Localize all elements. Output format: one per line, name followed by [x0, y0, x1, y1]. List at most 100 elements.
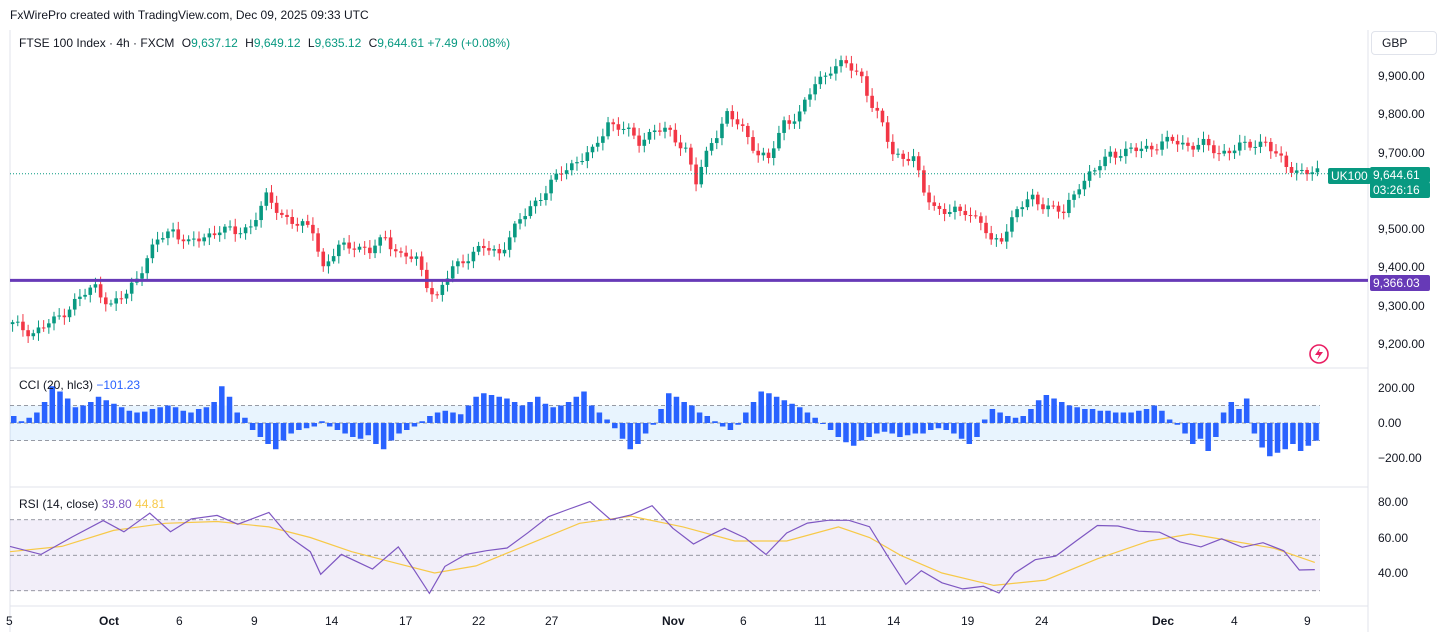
candle-body [150, 244, 155, 259]
cci-bar [434, 412, 441, 423]
cci-bar [1151, 405, 1157, 423]
candle-body [1056, 205, 1061, 212]
candle-body [57, 315, 61, 317]
time-tick-label: 22 [472, 614, 486, 628]
candle-body [1139, 148, 1144, 152]
cci-bar [735, 423, 741, 425]
symbol-legend: FTSE 100 Index · 4h · FXCM O9,637.12 H9,… [19, 36, 510, 50]
candle-body [616, 124, 621, 130]
rsi-line [9, 500, 1315, 595]
candle-body [1196, 144, 1201, 150]
cci-bar [1105, 410, 1111, 423]
candle-body [1253, 146, 1258, 148]
candle-body [844, 60, 849, 64]
cci-bar [465, 405, 472, 423]
currency-button[interactable]: GBP [1371, 31, 1437, 55]
candle-body [285, 214, 289, 217]
open-value: 9,637.12 [191, 36, 238, 50]
candle-body [264, 192, 269, 206]
candle-body [813, 84, 817, 95]
candle-body [1186, 142, 1190, 146]
cci-bar [504, 398, 510, 423]
price-tick-label: 9,300.00 [1378, 298, 1425, 313]
candle-body [383, 237, 388, 239]
candle-body [357, 246, 362, 250]
candle-body [507, 237, 512, 250]
symbol-title[interactable]: FTSE 100 Index · 4h · FXCM [19, 36, 175, 50]
price-tick-label: 9,500.00 [1378, 222, 1425, 237]
lightning-icon[interactable] [1308, 343, 1330, 365]
candle-body [663, 127, 667, 132]
cci-bar [280, 423, 287, 441]
symbol-badge: UK100 [1328, 168, 1371, 184]
candle-body [626, 127, 631, 129]
cci-bar [365, 423, 371, 436]
cci-bar [935, 423, 942, 429]
candle-body [549, 179, 553, 194]
rsi-ma-value: 44.81 [135, 497, 166, 511]
candle-body [290, 216, 294, 224]
candle-body [228, 226, 232, 228]
candle-body [160, 238, 165, 240]
candle-body [751, 137, 755, 151]
candle-body [26, 330, 30, 337]
candle-body [487, 248, 491, 251]
price-tick-label: 9,800.00 [1378, 107, 1425, 122]
candle-body [746, 125, 750, 138]
cci-bar [712, 421, 718, 423]
rsi-label[interactable]: RSI (14, close) [19, 497, 99, 511]
candle-body [1067, 199, 1071, 214]
cci-bar [535, 396, 541, 423]
price-tick-label: 9,400.00 [1378, 260, 1425, 275]
time-tick-label: 19 [961, 614, 975, 628]
cci-bar [373, 423, 379, 444]
cci-bar [743, 412, 749, 423]
candle-body [440, 284, 445, 295]
cci-bar [511, 402, 518, 423]
cci-label[interactable]: CCI (20, hlc3) [19, 378, 94, 392]
cci-bar [149, 409, 156, 423]
candle-body [476, 245, 481, 252]
cci-bar [1197, 423, 1204, 439]
candle-body [1103, 156, 1107, 167]
candle-body [435, 294, 439, 296]
cci-bar [612, 423, 618, 429]
cci-bar [974, 423, 980, 437]
candle-body [730, 111, 735, 120]
cci-bar [1243, 398, 1250, 423]
cci-bar [558, 405, 564, 423]
cci-bar [1128, 412, 1134, 423]
cci-bar [920, 423, 926, 434]
candle-body [823, 75, 828, 77]
candle-body [979, 216, 983, 223]
candle-body [1004, 231, 1009, 242]
candle-body [756, 150, 761, 156]
cci-bar [88, 402, 94, 423]
cci-bar [203, 407, 210, 423]
candle-body [523, 216, 527, 220]
candle-body [689, 147, 693, 165]
time-tick-label: 17 [399, 614, 413, 628]
rsi-tick-label: 40.00 [1378, 566, 1409, 580]
cci-bar [889, 423, 895, 434]
cci-bar [126, 410, 133, 423]
candle-body [875, 107, 880, 111]
cci-bar [1190, 423, 1196, 444]
candle-body [1284, 155, 1289, 167]
cci-bar [704, 416, 711, 423]
candle-body [963, 210, 968, 216]
cci-bar [804, 412, 811, 423]
candle-body [559, 173, 564, 175]
cci-bar [1290, 423, 1296, 444]
rsi-value: 39.80 [101, 497, 132, 511]
cci-bar [981, 419, 988, 423]
candle-body [870, 95, 874, 108]
candle-body [1072, 194, 1076, 200]
candle-body [621, 128, 626, 130]
time-tick-label: 11 [814, 614, 827, 628]
candle-body [658, 130, 662, 132]
cci-bar [527, 402, 533, 423]
level-line-label[interactable]: 9,366.03 [1370, 275, 1430, 291]
cci-bar [588, 405, 595, 423]
